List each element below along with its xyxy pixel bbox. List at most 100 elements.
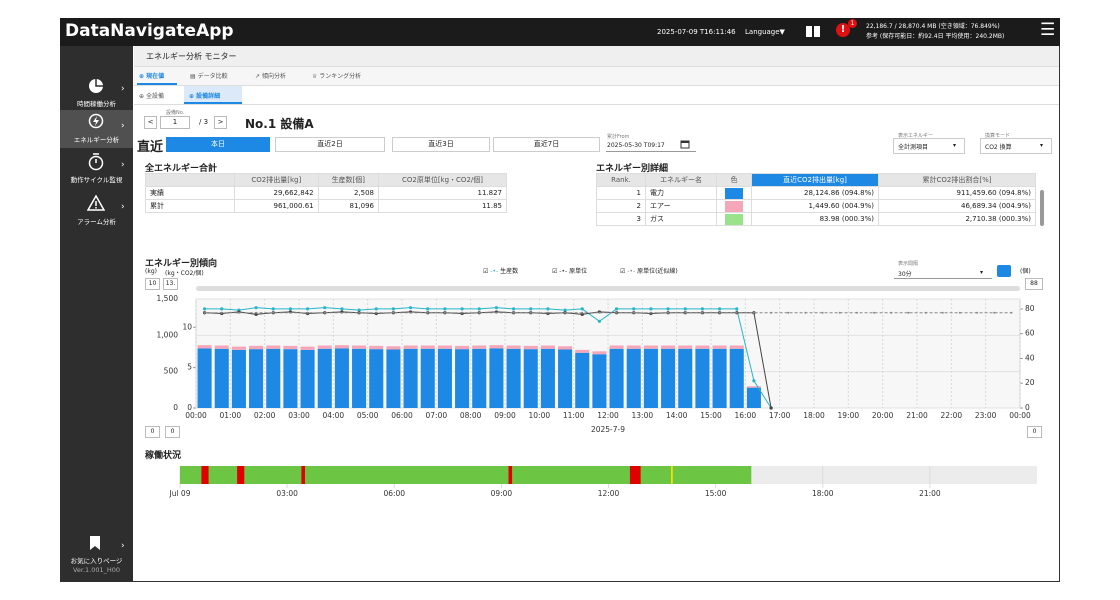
path: [93, 153, 99, 163]
color-swatch: [725, 213, 743, 225]
tab[interactable]: ♕ ランキング分析: [312, 73, 362, 80]
span: -•-: [559, 268, 568, 275]
cell: 81,096: [317, 199, 379, 213]
alert-badge: 1: [848, 19, 857, 28]
section-title: エネルギー別傾向: [145, 259, 218, 269]
range-input[interactable]: 0: [145, 426, 160, 438]
prev-button[interactable]: <: [144, 116, 157, 129]
chevron: ›: [121, 541, 125, 551]
cell: 11.85: [377, 199, 508, 213]
chevron: ›: [121, 121, 125, 131]
range-input[interactable]: 13.: [163, 278, 178, 290]
from-value[interactable]: 2025-05-30 T09:17: [607, 142, 665, 149]
tab-bar: [134, 67, 1059, 86]
checkbox[interactable]: ☑ -•- 生産数: [483, 268, 519, 275]
cell: 28,124.86 (094.8%): [751, 186, 879, 200]
tbody: CO2排出量[kg] 生産数[個] CO2原単位[kg・CO2/個] 実績 29,66…: [145, 173, 508, 213]
scrollbar[interactable]: [1040, 190, 1044, 226]
section-title: エネルギー別詳細: [596, 164, 669, 174]
cell: 961,000.61: [234, 199, 319, 213]
period-button[interactable]: 本日: [166, 137, 270, 152]
checkbox-label: 生産数: [500, 268, 519, 275]
sidebar-item[interactable]: 動作サイクル監視: [70, 176, 123, 184]
header-cell: [145, 173, 235, 187]
next-button[interactable]: >: [214, 116, 227, 129]
checkbox[interactable]: ☑ -•- 原単位(近似線): [620, 268, 678, 275]
checkbox-label: 原単位: [569, 268, 588, 275]
zoom-slider[interactable]: [196, 286, 1020, 291]
sidebar-icon: [87, 195, 105, 211]
subtab[interactable]: ⊕ 全設備: [139, 93, 164, 100]
period-label: 直近: [137, 140, 164, 155]
tab[interactable]: ▤ データ比較: [190, 73, 228, 80]
energy-select[interactable]: [893, 138, 965, 154]
sidebar-icon: [88, 113, 104, 129]
tr: CO2排出量[kg] 生産数[個] CO2原単位[kg・CO2/個]: [145, 173, 508, 187]
select-caret: ▾: [953, 142, 957, 149]
color-swatch: [725, 187, 743, 199]
mode-select[interactable]: [980, 138, 1052, 154]
sidebar-icon: [88, 153, 104, 171]
period-button[interactable]: 直近3日: [392, 137, 490, 152]
cell: 2: [596, 199, 646, 213]
language[interactable]: Language▼: [745, 28, 785, 36]
select-value[interactable]: 30分: [898, 271, 912, 278]
tr: 累計 961,000.61 81,096 11.85: [145, 199, 508, 213]
cell: 11.827: [377, 186, 508, 200]
cell: 電力: [645, 186, 717, 200]
select-label: 表示エネルギー: [898, 133, 934, 139]
range-input[interactable]: 88: [1025, 278, 1043, 290]
section-title: 全エネルギー合計: [145, 164, 218, 174]
color-swatch: [725, 200, 743, 212]
sidebar-item[interactable]: アラーム分析: [77, 218, 116, 226]
header-cell: エネルギー名: [645, 173, 717, 187]
input-underline: [606, 151, 696, 152]
period-button[interactable]: 直近2日: [275, 137, 385, 152]
menu-button[interactable]: ☰: [1040, 20, 1056, 40]
row-label: 累計: [145, 199, 235, 213]
select-label: 表示間隔: [898, 261, 919, 267]
cell: 911,459.60 (094.8%): [878, 186, 1036, 200]
device-no-input[interactable]: 1: [160, 116, 190, 129]
subtab-label: 全設備: [145, 93, 164, 100]
alert-icon[interactable]: !: [836, 23, 850, 37]
chart-setting-button[interactable]: [997, 265, 1011, 277]
rect: [681, 141, 689, 143]
select-label: 換算モード: [985, 133, 1011, 139]
subtab[interactable]: ⊕ 設備詳細: [189, 93, 221, 100]
sidebar-icon: [90, 536, 100, 550]
select-value: 全計測項目: [898, 144, 929, 151]
version: Ver.1.001_H00: [72, 566, 121, 574]
favorites[interactable]: お気に入りページ: [70, 557, 123, 565]
color-cell: [716, 186, 752, 200]
checkbox[interactable]: ☑ -•- 原単位: [552, 268, 588, 275]
header-cell: CO2排出量[kg]: [234, 173, 319, 187]
period-button[interactable]: 直近7日: [493, 137, 600, 152]
breadcrumb: エネルギー分析 モニター: [146, 52, 237, 61]
select-value: CO2 換算: [985, 144, 1012, 151]
path: [93, 116, 99, 126]
tab-label: ランキング分析: [319, 73, 362, 80]
tab[interactable]: ↗ 傾向分析: [255, 73, 286, 80]
range-input[interactable]: 0: [1027, 426, 1042, 438]
sidebar-item[interactable]: エネルギー分析: [73, 136, 120, 144]
tr: 実績 29,662,842 2,508 11.827: [145, 186, 508, 200]
header-cell: 直近CO2排出量[kg]: [751, 173, 879, 187]
chevron: ›: [121, 160, 125, 170]
tab[interactable]: ⊕ 現在値: [139, 73, 165, 80]
header-cell: 色: [716, 173, 752, 187]
range-input[interactable]: 10: [145, 278, 160, 290]
app-title[interactable]: DataNavigateApp: [65, 21, 234, 41]
subtab-active: [184, 86, 242, 104]
checkbox-label: 原単位(近似線): [637, 268, 678, 275]
chevron: ›: [121, 84, 125, 94]
path: [87, 195, 105, 211]
range-input[interactable]: 0: [165, 426, 180, 438]
cell: 1,449.60 (004.9%): [751, 199, 879, 213]
calendar-icon[interactable]: [680, 139, 690, 149]
circle: [88, 113, 104, 129]
sidebar-item[interactable]: 時間稼働分析: [77, 100, 116, 108]
sidebar-icon: [89, 79, 103, 93]
manual-icon[interactable]: [805, 24, 821, 38]
